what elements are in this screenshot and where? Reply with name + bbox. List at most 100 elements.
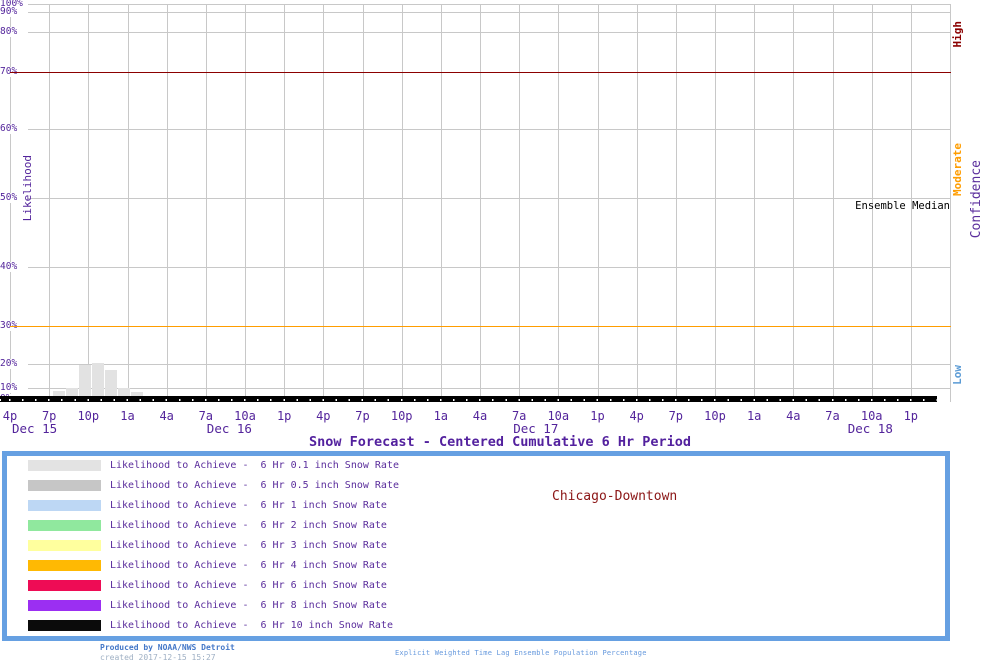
y-axis-tick-label: 90% (0, 7, 28, 17)
y-grid-line (10, 32, 951, 33)
x-grid-line (10, 4, 11, 402)
x-axis-tick-label: 7a (511, 409, 527, 423)
x-axis-tick-label: 7p (668, 409, 684, 423)
footer-created: created 2017-12-15 15:27 (100, 653, 216, 662)
location-label: Chicago-Downtown (552, 489, 678, 504)
x-axis-tick-label: 10p (390, 409, 413, 423)
x-grid-line (401, 4, 403, 402)
x-axis-tick-label: 10a (860, 409, 883, 423)
legend-row: Likelihood to Achieve - 6 Hr 6 inch Snow… (0, 580, 948, 600)
legend-swatch (28, 500, 101, 511)
x-axis-tick-label: 4p (316, 409, 331, 423)
y-grid-line (10, 129, 951, 130)
x-axis-tick-label: 1a (120, 409, 135, 423)
x-grid-line (88, 4, 90, 402)
y-grid-line (10, 364, 951, 365)
x-grid-line (49, 4, 51, 402)
x-grid-line (480, 4, 481, 402)
y-grid-line (10, 388, 951, 389)
chart-title: Snow Forecast - Centered Cumulative 6 Hr… (308, 434, 691, 450)
high-confidence-label: High (951, 21, 964, 48)
y-grid-line (10, 198, 951, 199)
x-grid-line (245, 4, 246, 402)
legend-row: Likelihood to Achieve - 6 Hr 0.5 inch Sn… (0, 480, 948, 500)
y-grid-line (10, 4, 951, 5)
legend-swatch (28, 620, 101, 631)
legend-label: Likelihood to Achieve - 6 Hr 3 inch Snow… (110, 540, 387, 551)
plot-area: 100%90%80%70%60%50%40%30%20%10%0%HighMod… (0, 0, 964, 436)
y-axis-tick-label: 20% (0, 359, 28, 369)
x-grid-line (127, 4, 129, 402)
x-grid-line (950, 4, 951, 402)
x-axis-tick-label: 10a (547, 409, 570, 423)
x-axis-tick-label: 1a (433, 409, 449, 423)
legend-swatch (28, 560, 101, 571)
y-grid-line (10, 12, 951, 13)
date-label: Dec 18 (847, 421, 893, 436)
ensemble-median-label: Ensemble Median (855, 200, 950, 212)
x-axis-tick-label: 1a (746, 409, 762, 423)
y-axis-tick-label: 60% (0, 124, 28, 134)
x-axis-tick-label: 10p (704, 409, 726, 423)
x-grid-line (675, 4, 677, 402)
moderate-confidence-label: Moderate (951, 143, 964, 196)
legend-swatch (28, 480, 101, 491)
x-axis-tick-label: 4a (159, 409, 174, 423)
legend-row: Likelihood to Achieve - 6 Hr 0.1 inch Sn… (0, 460, 948, 480)
forecast-bar (92, 363, 105, 399)
legend-row: Likelihood to Achieve - 6 Hr 2 inch Snow… (0, 520, 948, 540)
x-grid-line (910, 4, 912, 402)
x-axis-tick-label: 10p (77, 409, 100, 423)
legend-box (2, 451, 950, 641)
x-grid-line (754, 4, 756, 402)
date-label: Dec 15 (12, 421, 58, 436)
legend-label: Likelihood to Achieve - 6 Hr 6 inch Snow… (110, 580, 387, 591)
legend-label: Likelihood to Achieve - 6 Hr 0.1 inch Sn… (110, 460, 399, 471)
legend-swatch (28, 460, 101, 471)
legend-label: Likelihood to Achieve - 6 Hr 4 inch Snow… (110, 560, 387, 571)
x-axis-tick-label: 4p (629, 409, 644, 423)
legend-label: Likelihood to Achieve - 6 Hr 1 inch Snow… (110, 500, 387, 511)
x-axis-tick-label: 10a (234, 409, 256, 423)
date-label: Dec 16 (206, 421, 252, 436)
x-axis-tick-label: 1p (276, 409, 292, 423)
forecast-bar (66, 388, 78, 399)
x-axis-tick-label: 7p (41, 409, 57, 423)
y-grid-line (10, 267, 951, 268)
legend-label: Likelihood to Achieve - 6 Hr 10 inch Sno… (110, 620, 393, 631)
x-grid-line (832, 4, 834, 402)
x-grid-line (440, 4, 442, 402)
x-grid-line (597, 4, 599, 402)
legend-row: Likelihood to Achieve - 6 Hr 8 inch Snow… (0, 600, 948, 620)
x-grid-line (793, 4, 795, 402)
x-grid-line (362, 4, 364, 402)
confidence-axis-label: Confidence (969, 160, 984, 239)
forecast-bar (131, 392, 144, 399)
x-axis-tick-label: 1p (903, 409, 919, 423)
x-grid-line (166, 4, 168, 402)
x-axis-tick-label: 7p (355, 409, 370, 423)
x-axis-tick-label: 7a (825, 409, 840, 423)
high-threshold-line (10, 72, 951, 73)
legend-row: Likelihood to Achieve - 6 Hr 1 inch Snow… (0, 500, 948, 520)
legend-swatch (28, 600, 101, 611)
x-axis-tick-label: 4a (786, 409, 801, 423)
x-grid-line (205, 4, 207, 402)
date-label: Dec 17 (513, 421, 559, 436)
legend-row: Likelihood to Achieve - 6 Hr 10 inch Sno… (0, 620, 948, 640)
x-grid-line (519, 4, 521, 402)
x-grid-line (284, 4, 286, 402)
x-grid-line (636, 4, 638, 402)
y-axis-tick-label: 10% (0, 383, 28, 393)
legend-swatch (28, 540, 101, 551)
legend-swatch (28, 520, 101, 531)
footer-producer: Produced by NOAA/NWS Detroit (100, 643, 235, 652)
moderate-threshold-line (10, 326, 951, 327)
y-axis-tick-label: 50% (0, 193, 28, 203)
legend-label: Likelihood to Achieve - 6 Hr 8 inch Snow… (110, 600, 387, 611)
x-grid-line (323, 4, 325, 402)
low-confidence-label: Low (951, 365, 964, 385)
x-axis-tick-label: 4a (472, 409, 488, 423)
x-axis-tick-label: 4p (2, 409, 18, 423)
legend-row: Likelihood to Achieve - 6 Hr 3 inch Snow… (0, 540, 948, 560)
